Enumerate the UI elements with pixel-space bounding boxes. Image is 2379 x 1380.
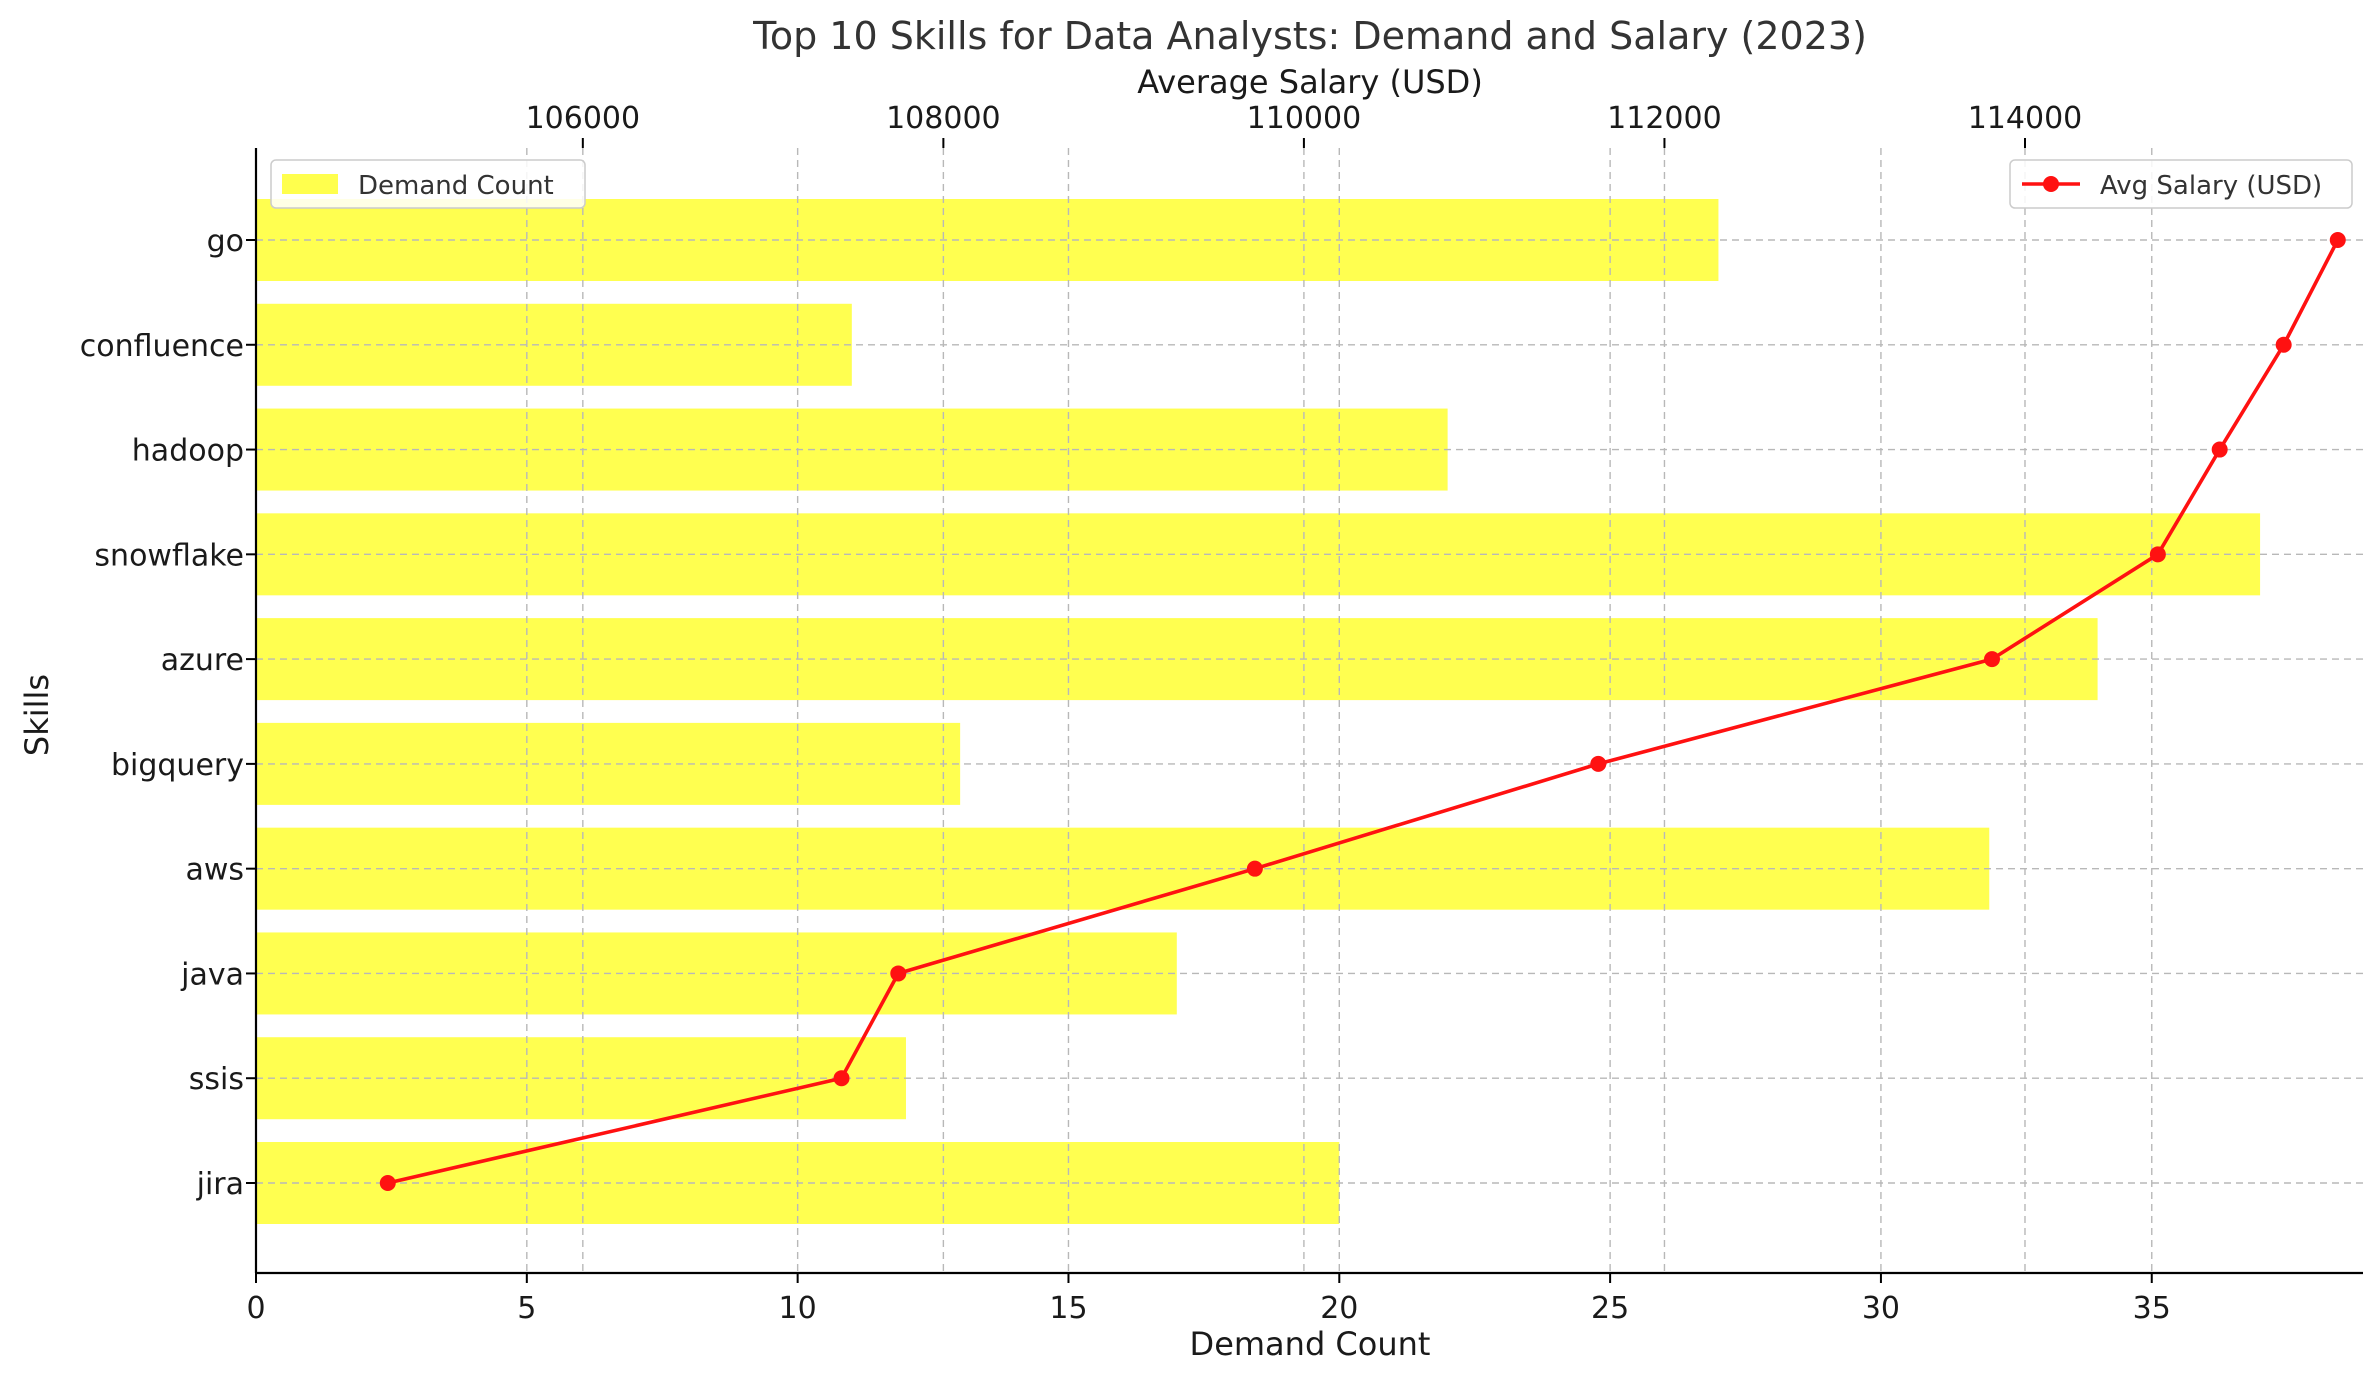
x-tick-label-35: 35 (2133, 1291, 2171, 1326)
x2-tick-label-112000: 112000 (1607, 101, 1722, 136)
x-tick-label-25: 25 (1591, 1291, 1629, 1326)
x-axis-title: Demand Count (1190, 1325, 1431, 1363)
salary-line (387, 239, 2340, 1185)
legend-demand-swatch (282, 174, 338, 194)
chart-title: Top 10 Skills for Data Analysts: Demand … (752, 14, 1867, 58)
salary-point-go (2329, 232, 2346, 248)
x-tick-label-0: 0 (246, 1291, 265, 1326)
salary-point-hadoop (2211, 441, 2228, 458)
x2-tick-label-110000: 110000 (1247, 101, 1362, 136)
x2-tick-label-106000: 106000 (526, 101, 641, 136)
salary-point-jira (379, 1175, 396, 1191)
y-tick-label-ssis: ssis (189, 1062, 244, 1097)
plot-area: jira ssis java aws bigquery azure snowflake had… (80, 101, 2363, 1326)
y-tick-label-java: java (180, 957, 244, 992)
y-tick-label-bigquery: bigquery (111, 748, 244, 783)
y-tick-label-hadoop: hadoop (132, 434, 244, 469)
salary-point-snowflake (2149, 546, 2166, 563)
legend-salary-marker (2043, 176, 2059, 192)
salary-point-aws (1246, 860, 1263, 877)
x-tick-label-10: 10 (779, 1291, 817, 1326)
x-tick-label-20: 20 (1320, 1291, 1358, 1326)
y-tick-label-snowflake: snowflake (94, 538, 244, 573)
y-tick-label-confluence: confluence (80, 329, 244, 364)
legend-demand-label: Demand Count (358, 171, 554, 201)
x2-tick-label-114000: 114000 (1968, 101, 2083, 136)
legend-salary-box (2009, 159, 2353, 209)
salary-point-bigquery (1590, 755, 1607, 772)
legend-salary-label: Avg Salary (USD) (2100, 171, 2322, 201)
legend-demand-box (270, 159, 586, 209)
y-tick-label-jira: jira (196, 1167, 244, 1202)
salary-point-ssis (833, 1070, 850, 1087)
x-tick-label-15: 15 (1049, 1291, 1087, 1326)
top-axis-title: Average Salary (USD) (1137, 63, 1483, 101)
y-tick-label-go: go (207, 224, 244, 259)
salary-point-azure (1984, 651, 2001, 668)
y-axis-title: Skills (18, 674, 56, 756)
x-tick-label-30: 30 (1862, 1291, 1900, 1326)
y-tick-label-aws: aws (185, 853, 244, 888)
x-tick-label-5: 5 (517, 1291, 536, 1326)
x2-tick-label-108000: 108000 (886, 101, 1001, 136)
y-tick-label-azure: azure (161, 643, 244, 678)
salary-point-java (890, 965, 907, 982)
salary-point-confluence (2275, 336, 2292, 353)
